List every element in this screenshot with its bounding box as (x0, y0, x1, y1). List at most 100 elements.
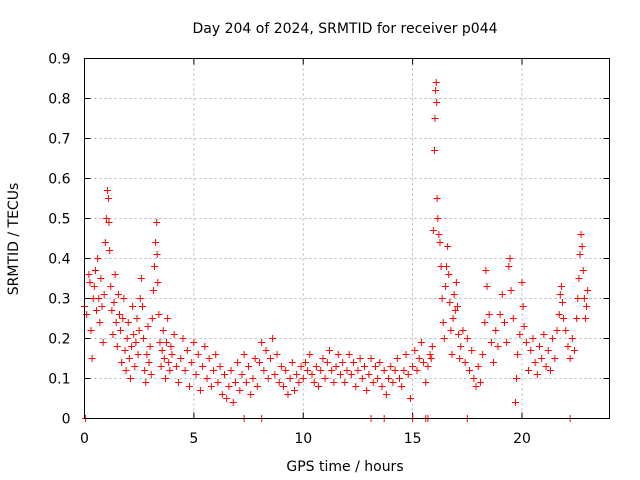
data-point (476, 379, 484, 386)
data-point (494, 343, 502, 350)
y-tick-label: 0.8 (48, 92, 70, 108)
data-point (128, 343, 136, 350)
data-point (520, 323, 528, 330)
data-point (310, 379, 318, 386)
data-point (562, 327, 570, 334)
data-point (481, 319, 489, 326)
data-point (514, 351, 522, 358)
data-point (433, 99, 441, 106)
data-point (227, 367, 235, 374)
data-point (297, 363, 305, 370)
data-point (194, 351, 202, 358)
data-point (445, 271, 453, 278)
data-point (245, 363, 253, 370)
data-point (549, 335, 557, 342)
data-point (518, 279, 526, 286)
data-point (522, 339, 530, 346)
data-point (149, 287, 157, 294)
x-tick-label: 15 (404, 431, 422, 447)
data-point (376, 359, 384, 366)
x-tick-label: 10 (294, 431, 312, 447)
data-point (106, 247, 114, 254)
data-point (371, 363, 379, 370)
data-point (144, 323, 152, 330)
data-point (123, 335, 131, 342)
data-point (196, 387, 204, 394)
data-point (172, 363, 180, 370)
data-point (218, 391, 226, 398)
data-point (431, 147, 438, 154)
data-point (146, 343, 154, 350)
data-point (138, 303, 146, 310)
data-point (164, 315, 172, 322)
data-point (179, 335, 187, 342)
data-point (400, 367, 408, 374)
data-point (558, 299, 566, 306)
data-point (317, 367, 325, 374)
data-point (136, 295, 144, 302)
y-tick-label: 0.4 (48, 252, 70, 268)
data-point (438, 295, 446, 302)
data-point (429, 227, 437, 234)
data-point (238, 371, 246, 378)
data-point (564, 343, 572, 350)
data-point (113, 343, 121, 350)
data-point (466, 367, 473, 374)
data-point (120, 295, 128, 302)
data-point (158, 347, 166, 354)
data-point (205, 355, 213, 362)
data-point (487, 339, 495, 346)
data-point (474, 363, 482, 370)
data-point (446, 299, 454, 306)
data-point (132, 339, 140, 346)
data-point (580, 295, 588, 302)
data-point (531, 359, 539, 366)
data-point (566, 355, 574, 362)
data-point (409, 363, 417, 370)
x-axis-label: GPS time / hours (286, 459, 403, 475)
data-point (262, 347, 270, 354)
data-point (449, 315, 457, 322)
data-point (579, 267, 587, 274)
data-point (234, 359, 242, 366)
data-point (507, 287, 515, 294)
data-point (434, 215, 442, 222)
data-point (225, 383, 233, 390)
data-point (253, 383, 261, 390)
data-point (129, 303, 137, 310)
data-point (424, 363, 432, 370)
data-point (212, 351, 220, 358)
data-point (157, 363, 165, 370)
data-point (431, 115, 439, 122)
data-point (483, 283, 491, 290)
data-point (468, 347, 476, 354)
data-point (118, 359, 126, 366)
data-point (396, 375, 403, 382)
data-point (88, 355, 96, 362)
data-point (145, 359, 153, 366)
data-point (456, 355, 464, 362)
data-point (323, 359, 331, 366)
data-point (321, 375, 329, 382)
data-point (336, 371, 344, 378)
data-point (102, 215, 110, 222)
data-point (141, 367, 149, 374)
data-point (432, 79, 440, 86)
data-point (223, 395, 231, 402)
data-point (190, 339, 198, 346)
data-point (156, 339, 164, 346)
data-point (538, 355, 546, 362)
data-point (576, 251, 584, 258)
data-point (361, 363, 368, 370)
data-point (124, 319, 132, 326)
data-point (378, 383, 386, 390)
data-point (443, 263, 451, 270)
data-point (435, 231, 443, 238)
data-point (147, 371, 155, 378)
data-point (236, 387, 244, 394)
data-point (308, 371, 316, 378)
grid-lines (84, 58, 610, 419)
data-point (439, 319, 447, 326)
data-point (470, 375, 478, 382)
